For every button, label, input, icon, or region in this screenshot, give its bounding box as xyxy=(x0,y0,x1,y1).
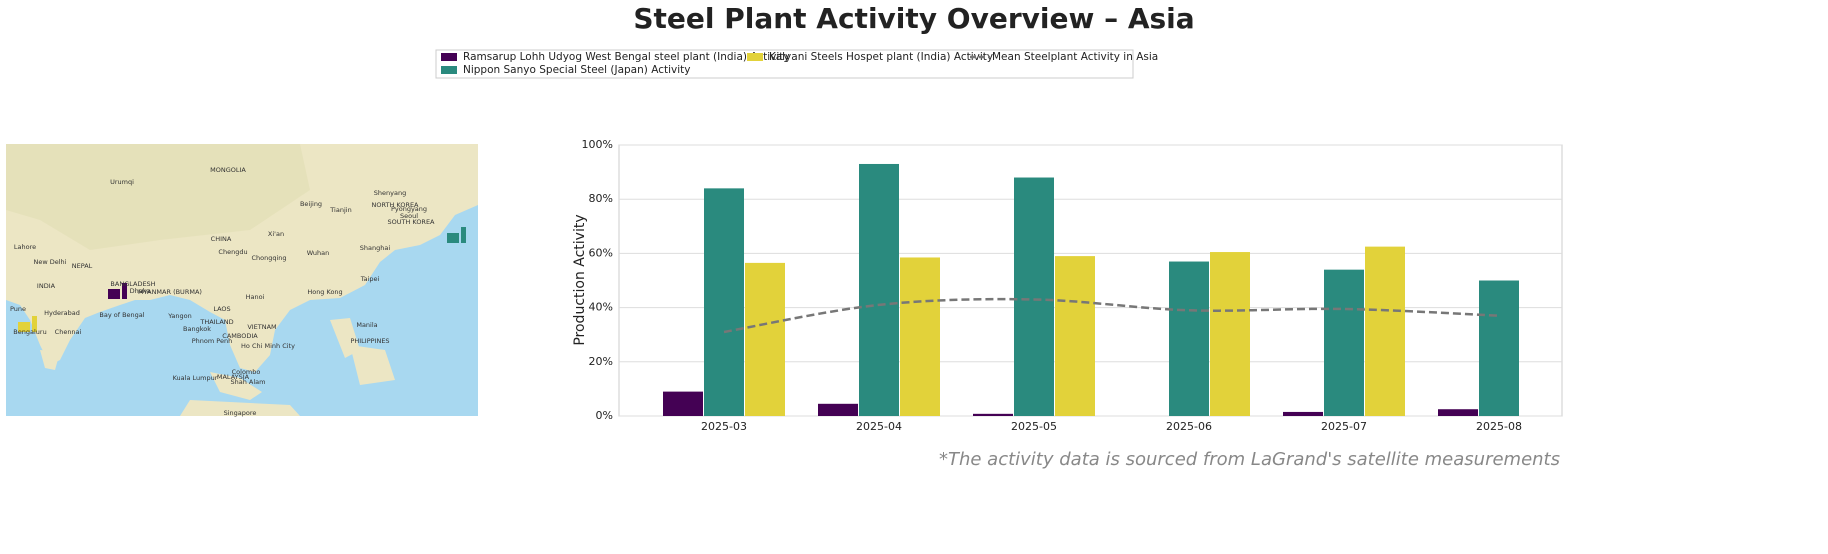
map-label: Lahore xyxy=(14,243,36,251)
map-label: Hyderabad xyxy=(44,309,80,317)
map-label: MALAYSIA xyxy=(217,373,250,381)
map-label: INDIA xyxy=(37,282,56,290)
y-axis-label: Production Activity xyxy=(572,214,588,345)
map-label: Bangkok xyxy=(183,325,211,333)
y-tick-label: 40% xyxy=(589,301,613,314)
map-label: Yangon xyxy=(167,312,191,320)
map-label: Shah Alam xyxy=(231,378,266,386)
map-label: Hanoi xyxy=(246,293,265,301)
map-label: BANGLADESH xyxy=(110,280,155,288)
legend-label: Mean Steelplant Activity in Asia xyxy=(992,51,1158,63)
map-label: CAMBODIA xyxy=(222,332,258,340)
y-tick-label: 20% xyxy=(589,355,613,368)
legend-swatch xyxy=(441,66,457,74)
bar xyxy=(1283,411,1323,416)
map-label: CHINA xyxy=(211,235,232,243)
bar xyxy=(818,403,858,416)
bar xyxy=(1014,177,1054,416)
map-label: Chennai xyxy=(55,328,82,336)
bar xyxy=(973,413,1013,416)
map-label: Hong Kong xyxy=(307,288,342,296)
bar xyxy=(745,262,785,416)
plant-marker xyxy=(108,283,127,299)
bar xyxy=(900,257,940,416)
legend-label: Ramsarup Lohh Udyog West Bengal steel pl… xyxy=(463,51,790,63)
map-label: NORTH KOREA xyxy=(371,201,419,209)
plant-marker xyxy=(447,227,466,243)
map-label: Phnom Penh xyxy=(192,337,232,345)
map-label: Xi'an xyxy=(268,230,284,238)
map-label: Shanghai xyxy=(360,244,391,252)
x-tick-label: 2025-04 xyxy=(856,420,902,433)
x-tick-label: 2025-07 xyxy=(1321,420,1367,433)
map-label: Beijing xyxy=(300,200,322,208)
map-label: Dhaka xyxy=(130,287,151,295)
plant-marker xyxy=(18,316,37,332)
map-label: Shenyang xyxy=(374,189,406,197)
bar xyxy=(663,391,703,416)
map-label: Tianjin xyxy=(329,206,351,214)
map-label: Singapore xyxy=(224,409,257,417)
bar xyxy=(1169,261,1209,416)
map-label: New Delhi xyxy=(34,258,67,266)
y-tick-label: 0% xyxy=(596,409,613,422)
map-label: Chongqing xyxy=(251,254,286,262)
source-note: *The activity data is sourced from LaGra… xyxy=(939,449,1560,470)
map-label: Ho Chi Minh City xyxy=(241,342,295,350)
map-label: Seoul xyxy=(400,212,418,220)
legend-swatch xyxy=(441,53,457,61)
y-tick-label: 60% xyxy=(589,246,613,259)
bar xyxy=(1055,256,1095,416)
chart-title: Steel Plant Activity Overview – Asia xyxy=(633,2,1194,35)
map-land xyxy=(6,144,310,250)
y-tick-label: 100% xyxy=(582,138,613,151)
map-label: NEPAL xyxy=(72,262,93,270)
map-label: Pyongyang xyxy=(391,205,427,213)
x-tick-label: 2025-03 xyxy=(701,420,747,433)
map-label: THAILAND xyxy=(199,318,233,326)
bar xyxy=(1479,280,1519,416)
bar xyxy=(1438,409,1478,416)
legend-swatch xyxy=(747,53,763,61)
map-label: Wuhan xyxy=(307,249,330,257)
map-label: Kuala Lumpur xyxy=(173,374,218,382)
map-label: MYANMAR (BURMA) xyxy=(138,288,202,296)
bar xyxy=(1365,246,1405,416)
legend-box xyxy=(435,49,1134,79)
mean-line xyxy=(723,297,1500,334)
y-tick-label: 80% xyxy=(589,192,613,205)
bar xyxy=(859,163,899,416)
map-label: Bengaluru xyxy=(13,328,46,336)
map-label: Taipei xyxy=(360,275,380,283)
map xyxy=(6,144,478,416)
map-label: Manila xyxy=(356,321,377,329)
map-label: Pune xyxy=(10,305,26,313)
bar xyxy=(1210,252,1250,416)
legend-label: Nippon Sanyo Special Steel (Japan) Activ… xyxy=(463,64,690,76)
map-label: MONGOLIA xyxy=(210,166,246,174)
map-label: VIETNAM xyxy=(247,323,276,331)
x-tick-label: 2025-06 xyxy=(1166,420,1212,433)
map-label: Bay of Bengal xyxy=(99,311,144,319)
bar xyxy=(1324,269,1364,416)
map-label: Colombo xyxy=(232,368,261,376)
map-label: SOUTH KOREA xyxy=(387,218,435,226)
x-tick-label: 2025-05 xyxy=(1011,420,1057,433)
legend-label: Kalyani Steels Hospet plant (India) Acti… xyxy=(769,51,993,63)
bar xyxy=(704,188,744,416)
x-tick-label: 2025-08 xyxy=(1476,420,1522,433)
map-label: Chengdu xyxy=(218,248,247,256)
map-label: PHILIPPINES xyxy=(350,337,389,345)
map-label: Urumqi xyxy=(110,178,134,186)
map-label: LAOS xyxy=(213,305,230,313)
